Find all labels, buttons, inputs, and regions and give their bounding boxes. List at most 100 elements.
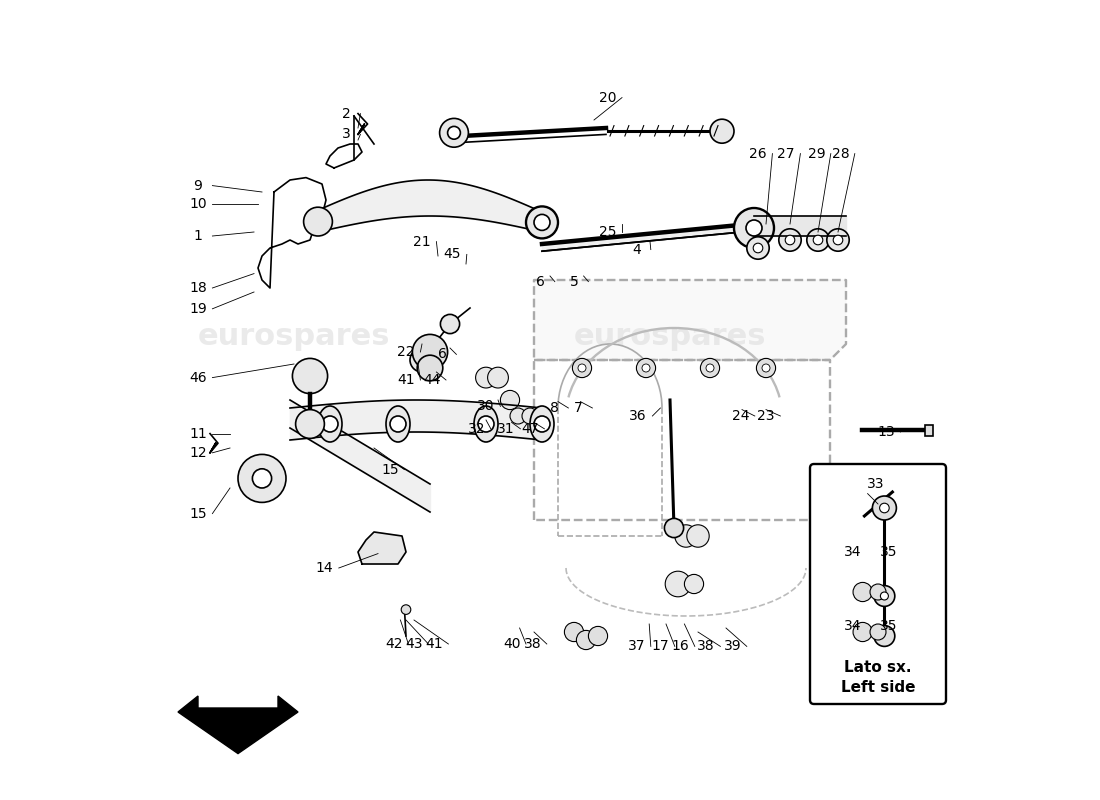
Text: 18: 18 bbox=[189, 281, 207, 295]
Circle shape bbox=[510, 408, 526, 424]
Circle shape bbox=[578, 364, 586, 372]
Circle shape bbox=[785, 235, 795, 245]
Circle shape bbox=[880, 592, 889, 600]
Ellipse shape bbox=[530, 406, 554, 442]
Circle shape bbox=[779, 229, 801, 251]
Circle shape bbox=[872, 496, 896, 520]
Text: 9: 9 bbox=[194, 178, 202, 193]
Text: 40: 40 bbox=[503, 637, 520, 651]
Circle shape bbox=[296, 410, 324, 438]
Text: 12: 12 bbox=[189, 446, 207, 460]
Circle shape bbox=[852, 622, 872, 642]
Circle shape bbox=[534, 214, 550, 230]
Circle shape bbox=[564, 622, 584, 642]
Circle shape bbox=[252, 469, 272, 488]
Circle shape bbox=[674, 525, 697, 547]
Circle shape bbox=[686, 525, 710, 547]
Circle shape bbox=[576, 630, 595, 650]
Text: 33: 33 bbox=[867, 477, 884, 491]
Polygon shape bbox=[178, 696, 298, 754]
Circle shape bbox=[448, 126, 461, 139]
Circle shape bbox=[833, 235, 843, 245]
Text: 44: 44 bbox=[422, 373, 440, 387]
Circle shape bbox=[390, 416, 406, 432]
Circle shape bbox=[710, 119, 734, 143]
Text: 6: 6 bbox=[536, 274, 544, 289]
Circle shape bbox=[880, 503, 889, 513]
Text: 38: 38 bbox=[697, 639, 715, 654]
Circle shape bbox=[402, 605, 410, 614]
Text: 29: 29 bbox=[807, 146, 825, 161]
Circle shape bbox=[874, 586, 894, 606]
Circle shape bbox=[666, 571, 691, 597]
Ellipse shape bbox=[318, 406, 342, 442]
Circle shape bbox=[478, 416, 494, 432]
Circle shape bbox=[572, 358, 592, 378]
Text: 16: 16 bbox=[671, 639, 690, 654]
Text: 24: 24 bbox=[732, 409, 749, 423]
Text: 39: 39 bbox=[724, 639, 741, 654]
Text: 1: 1 bbox=[194, 229, 202, 243]
Text: 41: 41 bbox=[397, 373, 415, 387]
Circle shape bbox=[747, 237, 769, 259]
Text: 10: 10 bbox=[189, 197, 207, 211]
Circle shape bbox=[440, 314, 460, 334]
Circle shape bbox=[664, 518, 683, 538]
Text: 21: 21 bbox=[414, 234, 431, 249]
Circle shape bbox=[417, 355, 443, 381]
Circle shape bbox=[806, 229, 829, 251]
Text: 2: 2 bbox=[342, 106, 351, 121]
Text: 8: 8 bbox=[550, 401, 559, 415]
Circle shape bbox=[322, 416, 338, 432]
Text: 35: 35 bbox=[880, 545, 898, 559]
Text: 47: 47 bbox=[521, 422, 539, 436]
Text: Lato sx.: Lato sx. bbox=[844, 661, 912, 675]
Circle shape bbox=[487, 367, 508, 388]
Text: 45: 45 bbox=[443, 247, 461, 262]
Text: 35: 35 bbox=[880, 618, 898, 633]
Circle shape bbox=[440, 118, 469, 147]
Ellipse shape bbox=[474, 406, 498, 442]
Polygon shape bbox=[258, 178, 326, 288]
Ellipse shape bbox=[386, 406, 410, 442]
Circle shape bbox=[642, 364, 650, 372]
Circle shape bbox=[827, 229, 849, 251]
FancyBboxPatch shape bbox=[810, 464, 946, 704]
Circle shape bbox=[410, 348, 435, 372]
Text: 34: 34 bbox=[844, 545, 861, 559]
Text: 36: 36 bbox=[629, 409, 647, 423]
Circle shape bbox=[874, 626, 894, 646]
Circle shape bbox=[637, 358, 656, 378]
Text: 22: 22 bbox=[397, 345, 415, 359]
Text: 20: 20 bbox=[598, 90, 616, 105]
Text: 14: 14 bbox=[316, 561, 333, 575]
Text: 28: 28 bbox=[832, 146, 849, 161]
Circle shape bbox=[870, 584, 886, 600]
Circle shape bbox=[412, 334, 448, 370]
Text: 46: 46 bbox=[189, 370, 207, 385]
Text: 19: 19 bbox=[189, 302, 207, 316]
Circle shape bbox=[870, 624, 886, 640]
Circle shape bbox=[534, 416, 550, 432]
Text: 42: 42 bbox=[385, 637, 403, 651]
Circle shape bbox=[475, 367, 496, 388]
Circle shape bbox=[293, 358, 328, 394]
Text: 7: 7 bbox=[573, 401, 582, 415]
Text: 3: 3 bbox=[342, 127, 351, 142]
Circle shape bbox=[734, 208, 774, 248]
Text: 6: 6 bbox=[438, 347, 447, 362]
Text: eurospares: eurospares bbox=[574, 322, 767, 350]
Circle shape bbox=[757, 358, 776, 378]
Text: 17: 17 bbox=[651, 639, 669, 654]
Text: 37: 37 bbox=[628, 639, 645, 654]
Text: 4: 4 bbox=[632, 242, 641, 257]
Text: 38: 38 bbox=[524, 637, 541, 651]
Text: 32: 32 bbox=[468, 422, 485, 436]
Text: 31: 31 bbox=[497, 422, 515, 436]
Polygon shape bbox=[358, 532, 406, 564]
Circle shape bbox=[813, 235, 823, 245]
Text: 25: 25 bbox=[598, 225, 616, 239]
Circle shape bbox=[304, 207, 332, 236]
Circle shape bbox=[754, 243, 762, 253]
Circle shape bbox=[238, 454, 286, 502]
